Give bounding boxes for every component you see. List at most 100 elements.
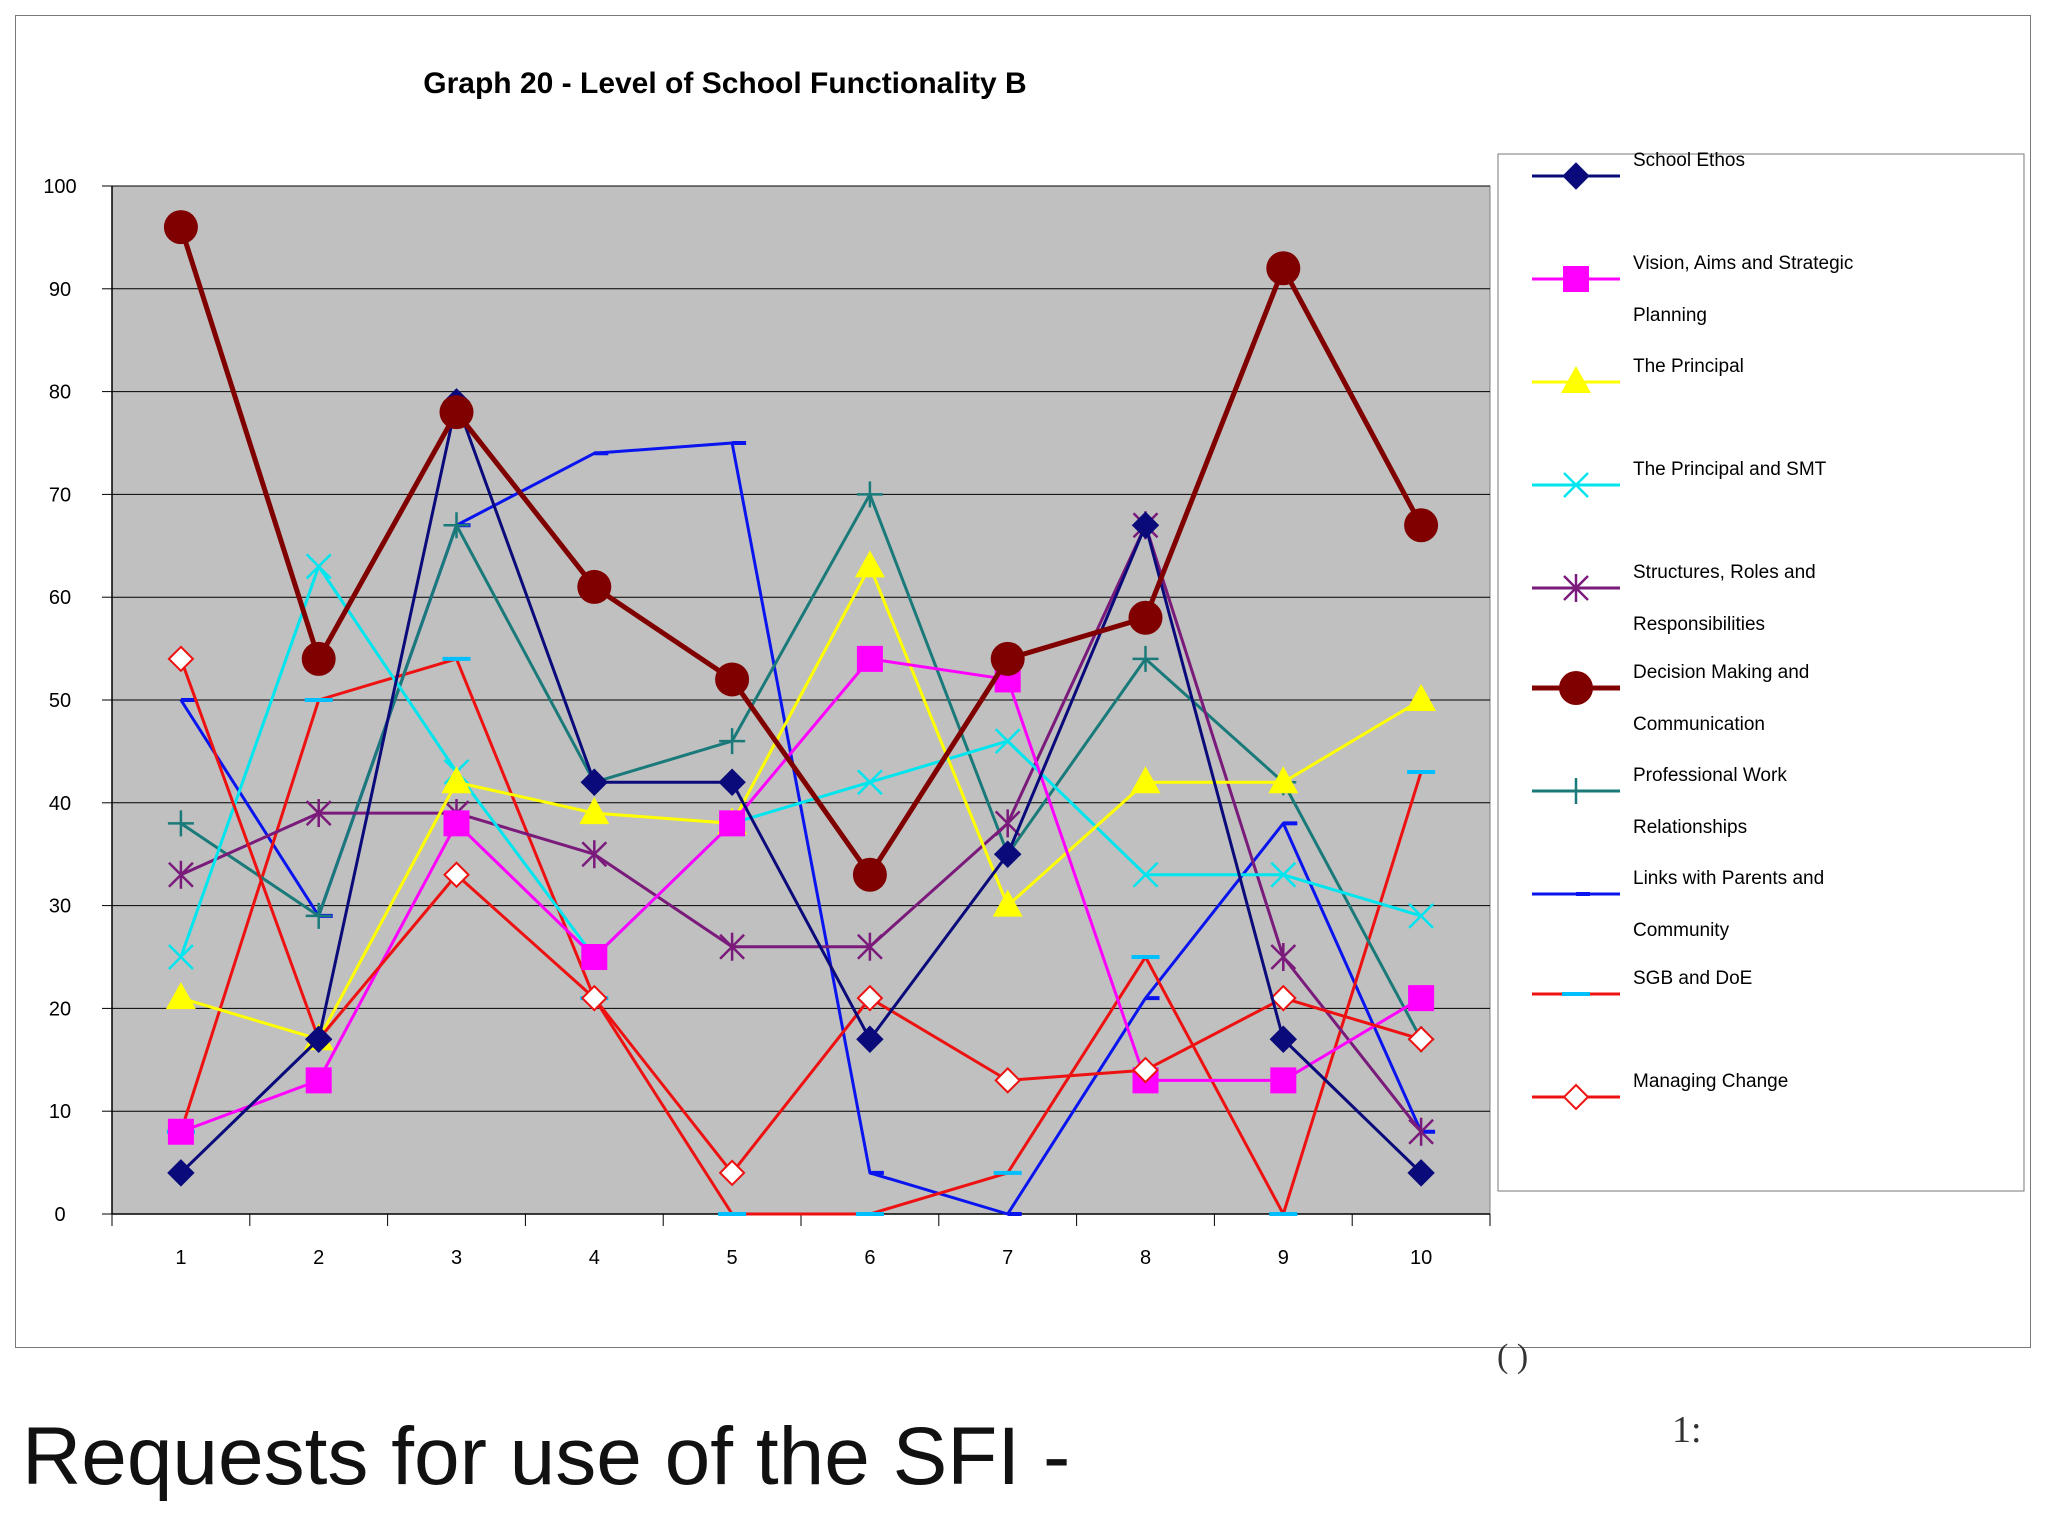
legend-marker-2 — [1561, 366, 1591, 393]
series-1-point-2 — [305, 1067, 332, 1094]
x-tick-label-1: 1 — [175, 1247, 186, 1269]
series-4-point-2 — [305, 799, 332, 828]
series-5-point-3 — [439, 395, 474, 430]
series-2-point-9 — [1268, 766, 1299, 794]
legend-label-2-0: The Principal — [1633, 356, 1744, 377]
series-3-point-7 — [994, 728, 1021, 755]
y-tick-label-80: 80 — [49, 382, 71, 404]
series-9-point-6 — [856, 984, 884, 1012]
legend-label-4-1: Responsibilities — [1633, 614, 1765, 635]
line-chart: Graph 20 - Level of School Functionality… — [43, 67, 2025, 1269]
x-tick-label-10: 10 — [1410, 1247, 1432, 1269]
legend-label-7-1: Community — [1633, 920, 1730, 941]
series-line-5 — [178, 226, 1424, 878]
series-6-point-2 — [305, 902, 332, 929]
series-6-point-8 — [1132, 645, 1159, 672]
series-5-point-5 — [715, 662, 750, 697]
x-tick-label-4: 4 — [589, 1247, 600, 1269]
series-0-point-10 — [1407, 1159, 1435, 1187]
series-0-point-9 — [1269, 1025, 1298, 1053]
series-line-3 — [179, 564, 1422, 959]
series-3-point-8 — [1132, 861, 1159, 888]
legend-box — [1497, 153, 2025, 1192]
series-line-8 — [179, 657, 1423, 1216]
series-4-point-10 — [1408, 1117, 1434, 1146]
series-0-point-7 — [993, 840, 1022, 868]
chart-title: Graph 20 - Level of School Functionality… — [423, 67, 1026, 100]
series-6-point-5 — [719, 728, 746, 755]
series-3-point-10 — [1408, 902, 1434, 929]
series-4-point-5 — [719, 932, 745, 961]
series-0-point-2 — [304, 1025, 333, 1053]
legend-label-5-1: Communication — [1633, 714, 1765, 735]
series-3-point-2 — [305, 553, 332, 580]
legend-label-8-0: SGB and DoE — [1633, 968, 1752, 989]
series-2-point-10 — [1406, 684, 1437, 711]
series-0-point-5 — [718, 768, 746, 796]
legend-label-1-0: Vision, Aims and Strategic — [1633, 253, 1853, 274]
page-number: 1: — [1672, 1409, 1702, 1451]
series-1-point-1 — [167, 1118, 194, 1145]
series-3-point-6 — [857, 769, 883, 796]
series-0-point-1 — [167, 1159, 195, 1187]
series-2-point-6 — [854, 550, 885, 578]
legend-marker-9 — [1562, 1083, 1590, 1111]
series-1-point-4 — [581, 944, 608, 970]
series-5-point-10 — [1404, 508, 1439, 543]
legend-label-5-0: Decision Making and — [1633, 662, 1809, 683]
legend-marker-1 — [1563, 266, 1589, 292]
y-tick-label-40: 40 — [49, 793, 71, 815]
legend-label-6-0: Professional Work — [1633, 765, 1787, 786]
series-line-9 — [179, 658, 1422, 1175]
series-5-point-6 — [852, 857, 887, 892]
series-5-point-8 — [1128, 600, 1163, 635]
series-6-point-3 — [443, 512, 470, 539]
legend-label-9-0: Managing Change — [1633, 1071, 1788, 1092]
legend-label-7-0: Links with Parents and — [1633, 868, 1824, 889]
series-0-point-8 — [1131, 511, 1160, 539]
series-1-point-5 — [719, 810, 746, 837]
legend-label-3-0: The Principal and SMT — [1633, 459, 1827, 480]
series-4-point-1 — [168, 860, 194, 889]
y-tick-label-50: 50 — [49, 690, 71, 712]
legend-marker-5 — [1559, 671, 1593, 705]
series-5-point-4 — [577, 569, 612, 604]
chart-frame: Graph 20 - Level of School Functionality… — [15, 15, 2031, 1348]
y-tick-label-10: 10 — [49, 1101, 71, 1123]
legend-marker-4 — [1563, 574, 1589, 602]
series-9-point-3 — [443, 861, 470, 889]
series-9-point-8 — [1132, 1056, 1159, 1084]
series-1-point-3 — [443, 810, 470, 837]
series-9-point-9 — [1269, 984, 1297, 1012]
series-2-point-3 — [441, 766, 472, 794]
x-tick-label-3: 3 — [451, 1247, 462, 1269]
series-line-0 — [179, 400, 1423, 1174]
series-9-point-1 — [167, 645, 195, 673]
y-tick-label-0: 0 — [54, 1204, 65, 1226]
series-2-point-7 — [992, 889, 1023, 917]
x-tick-label-2: 2 — [313, 1247, 324, 1269]
legend-marker-6 — [1563, 778, 1589, 804]
y-tick-label-20: 20 — [49, 998, 71, 1020]
series-9-point-4 — [580, 984, 608, 1012]
series-5-point-7 — [990, 641, 1025, 676]
series-4-point-9 — [1270, 943, 1297, 971]
series-2-point-1 — [165, 982, 196, 1010]
series-5-point-1 — [163, 210, 198, 245]
series-5-point-9 — [1266, 251, 1301, 286]
y-tick-label-90: 90 — [49, 279, 71, 301]
legend-marker-3 — [1563, 472, 1589, 498]
series-line-4 — [180, 523, 1423, 1133]
series-9-point-7 — [994, 1066, 1022, 1094]
series-9-point-10 — [1407, 1025, 1435, 1053]
legend-label-6-1: Relationships — [1633, 817, 1747, 838]
y-tick-label-30: 30 — [49, 896, 71, 918]
series-1-point-9 — [1270, 1067, 1297, 1094]
series-line-1 — [180, 657, 1422, 1134]
x-tick-label-6: 6 — [864, 1247, 875, 1269]
y-tick-label-60: 60 — [49, 587, 71, 609]
series-4-point-6 — [857, 932, 883, 961]
y-tick-label-100: 100 — [43, 176, 76, 198]
x-tick-label-5: 5 — [727, 1247, 738, 1269]
series-3-point-9 — [1270, 861, 1297, 888]
